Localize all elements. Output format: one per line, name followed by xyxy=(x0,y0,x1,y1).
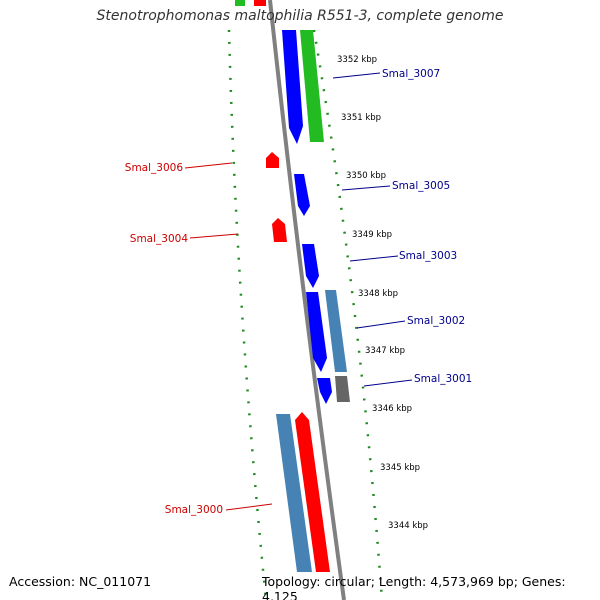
leader-smal-3002 xyxy=(356,320,406,329)
leader-smal-3005 xyxy=(341,185,391,191)
feature-top-green-partial[interactable] xyxy=(235,0,245,6)
gene-smal-3004-shape[interactable] xyxy=(272,218,287,242)
inner-dotted-ring xyxy=(227,29,268,600)
map-title: Stenotrophomonas maltophilia R551-3, com… xyxy=(96,8,504,24)
gene-label-smal-3004[interactable]: Smal_3004 xyxy=(130,233,189,245)
scale-tick-label: 3351 kbp xyxy=(341,113,381,123)
gene-smal-3007-shape[interactable] xyxy=(282,30,303,144)
gene-label-smal-3007[interactable]: Smal_3007 xyxy=(382,68,440,80)
feature-top-red-partial[interactable] xyxy=(254,0,266,6)
scale-tick-label: 3348 kbp xyxy=(358,289,398,299)
leader-smal-3001 xyxy=(363,379,413,387)
feature-gray-1[interactable] xyxy=(335,376,350,402)
scale-tick-label: 3344 kbp xyxy=(388,521,428,531)
gene-label-smal-3002[interactable]: Smal_3002 xyxy=(407,315,465,327)
gene-label-smal-3003[interactable]: Smal_3003 xyxy=(399,250,457,262)
leader-smal-3006 xyxy=(184,162,233,169)
gene-label-smal-3001[interactable]: Smal_3001 xyxy=(414,373,472,385)
gene-smal-3005-shape[interactable] xyxy=(294,174,310,216)
genome-backbone xyxy=(268,0,346,600)
gene-label-smal-3006[interactable]: Smal_3006 xyxy=(125,162,184,174)
genome-summary-text: Topology: circular; Length: 4,573,969 bp… xyxy=(262,574,566,600)
accession-text: Accession: NC_011071 xyxy=(9,574,152,589)
gene-smal-3006-shape[interactable] xyxy=(266,152,279,168)
feature-green-block[interactable] xyxy=(300,30,324,142)
gene-label-smal-3005[interactable]: Smal_3005 xyxy=(392,180,450,192)
feature-steelblue-2[interactable] xyxy=(276,414,312,572)
scale-tick-label: 3350 kbp xyxy=(346,171,386,181)
leader-smal-3000 xyxy=(225,503,273,511)
scale-tick-label: 3352 kbp xyxy=(337,55,377,65)
leader-smal-3007 xyxy=(332,72,381,79)
gene-label-smal-3000[interactable]: Smal_3000 xyxy=(165,504,223,516)
scale-tick-label: 3349 kbp xyxy=(352,230,392,240)
feature-steelblue-1[interactable] xyxy=(325,290,347,372)
leader-smal-3003 xyxy=(349,255,399,262)
scale-tick-label: 3347 kbp xyxy=(365,346,405,356)
leader-smal-3004 xyxy=(189,233,239,239)
gene-smal-3002-shape[interactable] xyxy=(306,292,327,372)
gene-smal-3001-shape[interactable] xyxy=(317,378,332,404)
gene-smal-3003-shape[interactable] xyxy=(302,244,319,288)
gene-smal-3000-shape[interactable] xyxy=(295,412,330,572)
scale-tick-label: 3345 kbp xyxy=(380,463,420,473)
scale-tick-label: 3346 kbp xyxy=(372,404,412,414)
